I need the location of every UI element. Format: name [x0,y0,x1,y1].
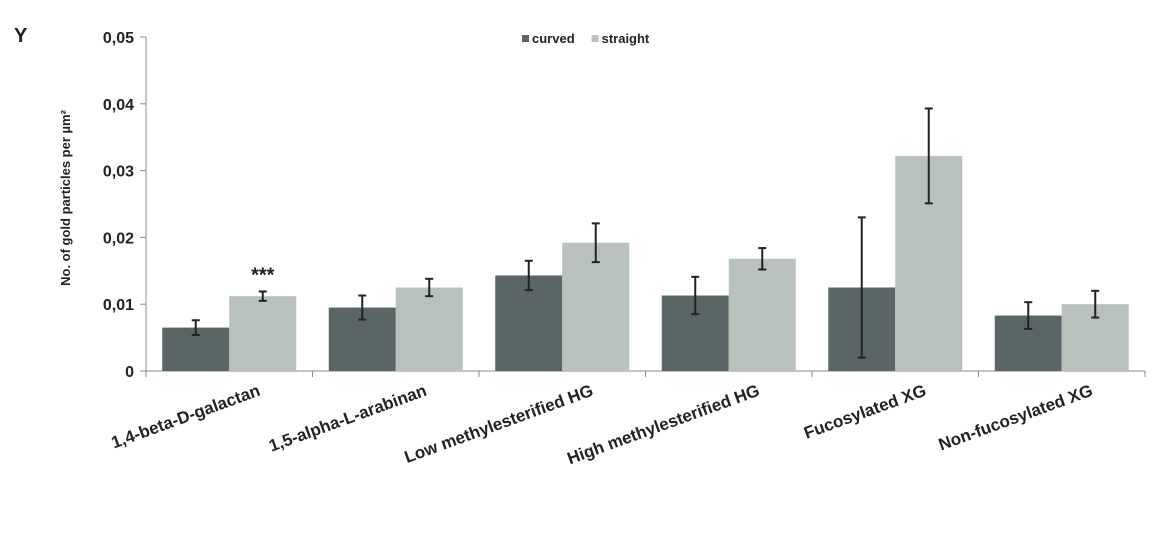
bar-straight [562,242,630,371]
category-label: High methylesterified HG [565,381,762,468]
y-tick-label: 0,02 [103,230,134,247]
y-tick-label: 0 [125,364,134,381]
legend-label-curved: curved [532,31,575,46]
y-tick-label: 0,03 [103,164,134,181]
y-tick-label: 0,04 [103,97,134,114]
legend-swatch-straight [591,35,599,42]
y-axis-label: No. of gold particles per µm² [58,109,73,285]
legend-swatch-curved [522,35,529,42]
y-tick-label: 0,01 [103,297,134,314]
significance-marker: *** [251,265,275,287]
category-label: Non-fucosylated XG [936,381,1095,454]
panel-letter: Y [14,25,28,47]
legend-label-straight: straight [602,31,650,46]
bar-curved [495,275,563,371]
bar-straight [395,287,463,371]
bar-straight [229,296,297,371]
bar-straight [728,258,796,371]
category-label: 1,5-alpha-L-arabinan [266,381,429,456]
category-label: 1,4-beta-D-galactan [109,381,263,452]
y-tick-label: 0,05 [103,30,134,47]
category-label: Fucosylated XG [801,381,928,443]
